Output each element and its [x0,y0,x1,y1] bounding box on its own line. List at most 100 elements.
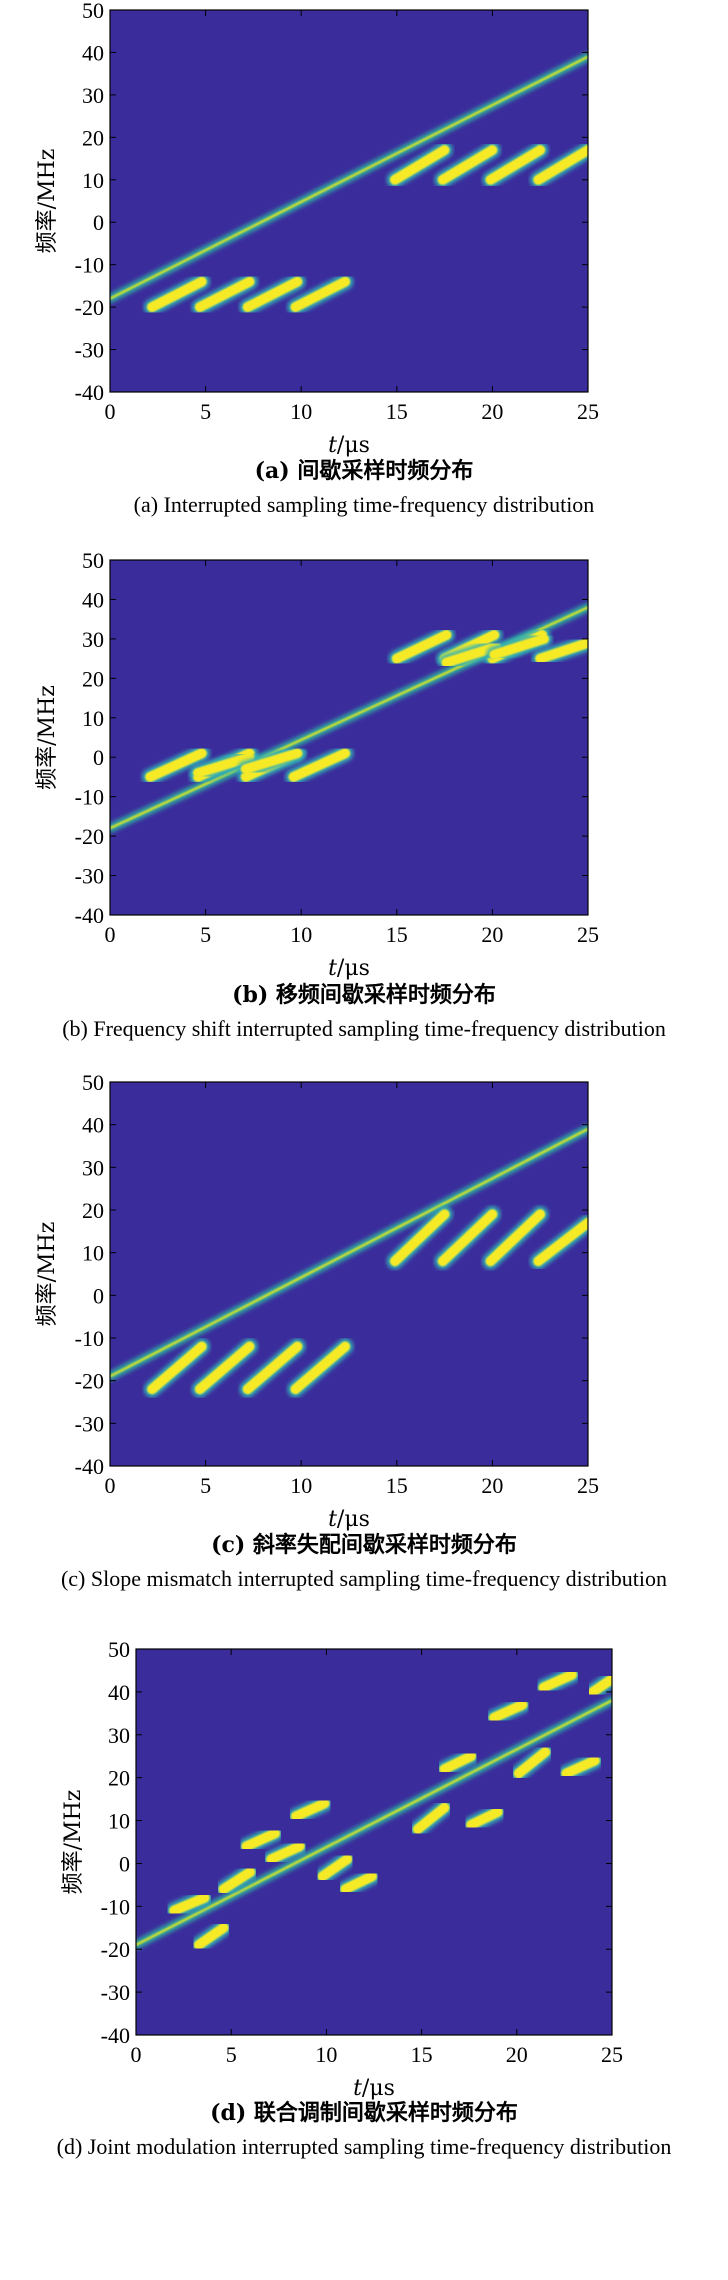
reference-chirp-line [110,1124,588,1381]
plot-area [110,560,588,915]
y-axis-title: 频率/MHz [61,1790,86,1895]
jamming-segment-6 [287,1795,333,1825]
y-tick-label: -30 [75,864,104,889]
plot-content [110,602,588,833]
y-axis-title: 频率/MHz [35,149,60,254]
x-tick-label: 0 [131,2042,142,2067]
x-tick-label: 15 [386,1473,408,1498]
panel-b: 0 5 10 15 20 25 -40 -30 -20 -10 0 10 20 30 40 50 t/μs 频率/… [35,548,666,1041]
x-tick-label: 5 [200,1473,211,1498]
jamming-segment-1 [144,1338,210,1398]
figure-panels: 0 5 10 15 20 25-40-30-20-1001020304050t/μs频率/… [35,0,671,2159]
caption-english: (c) Slope mismatch interrupted sampling … [61,1566,667,1591]
jamming-segment-12 [485,1696,531,1726]
x-tick-label: 15 [386,399,408,424]
x-tick-label: 5 [200,399,211,424]
caption-english: (b) Frequency shift interrupted sampling… [62,1016,666,1041]
caption-english: (d) Joint modulation interrupted samplin… [57,2134,672,2159]
x-tick-label: 5 [200,922,211,947]
y-tick-label: 40 [82,587,104,612]
plot-area [110,10,588,392]
jamming-segment-6 [434,142,501,188]
reference-chirp-line [136,1695,612,1950]
x-tick-label: 25 [601,2042,623,2067]
x-axis-title: t/μs [328,956,370,981]
y-tick-label: -40 [101,2023,130,2048]
y-tick-label: 30 [82,83,104,108]
x-tick-label: 15 [411,2042,433,2067]
jamming-segment-6 [237,745,306,778]
y-tick-label: 20 [82,666,104,691]
plot-frame [109,1081,589,1467]
y-tick-label: 30 [108,1723,130,1748]
x-tick-label: 25 [577,399,599,424]
jamming-segment-5 [386,142,453,188]
jamming-segment-4 [287,1338,354,1398]
y-tick-label: 20 [108,1766,130,1791]
y-tick-label: -40 [75,1454,104,1479]
y-tick-label: 20 [82,1198,104,1223]
y-tick-label: 10 [82,706,104,731]
jamming-segment-6 [434,1206,501,1270]
reference-chirp-line [110,52,588,304]
jamming-segment-4 [238,1825,283,1855]
jamming-segment-8 [530,142,588,188]
jamming-segment-8 [530,1214,588,1270]
caption-chinese: (b) 移频间歇采样时频分布 [232,982,496,1008]
jamming-segment-10 [436,1748,480,1778]
jamming-segment-2 [190,1919,232,1953]
x-axis-variable: t [353,2076,362,2101]
x-tick-label: 20 [481,1473,503,1498]
jamming-segment-7 [314,1851,356,1885]
jamming-segment-14 [535,1666,581,1696]
jamming-segment-16 [584,1671,612,1700]
y-tick-label: 40 [108,1680,130,1705]
jamming-segment-7 [482,142,549,188]
jamming-segment-11 [463,1803,506,1833]
y-tick-label: -10 [101,1894,130,1919]
y-tick-label: -40 [75,903,104,928]
jamming-segment-13 [510,1743,554,1782]
caption-chinese: (d) 联合调制间歇采样时频分布 [210,2100,518,2126]
jamming-segment-12 [486,630,553,663]
x-tick-label: 10 [290,922,312,947]
y-tick-label: 10 [82,168,104,193]
y-tick-label: 0 [119,1851,130,1876]
y-tick-label: 50 [82,1070,104,1095]
y-tick-label: 10 [82,1241,104,1266]
y-tick-label: -20 [75,295,104,320]
x-axis-variable: t [328,956,337,981]
jamming-segment-5 [263,1838,308,1868]
x-tick-label: 20 [481,399,503,424]
plot-area [110,1082,588,1466]
jamming-segment-9 [409,1799,453,1838]
y-tick-label: 0 [93,1283,104,1308]
x-axis-title: t/μs [328,433,370,458]
panel-d: 0 5 10 15 20 25 -40 -30 -20 -10 0 10 20 30 40 50 t/μs 频率/… [57,1637,672,2159]
x-axis-unit: μs [344,433,370,458]
y-tick-label: -10 [75,1326,104,1351]
jamming-segment-3 [215,1864,259,1898]
y-tick-label: -20 [101,1937,130,1962]
x-tick-label: 10 [290,399,312,424]
y-axis-title: 频率/MHz [35,685,60,790]
jamming-segment-8 [337,1868,381,1898]
plot-content [136,1666,612,1953]
y-tick-label: 30 [82,1155,104,1180]
plot-frame [109,9,589,393]
jamming-segment-5 [386,1206,453,1270]
y-tick-label: 0 [93,210,104,235]
x-tick-label: 25 [577,1473,599,1498]
x-axis-unit: μs [344,956,370,981]
y-tick-label: 10 [108,1809,130,1834]
plot-frame [135,1648,613,2036]
jamming-segment-15 [558,1752,603,1782]
x-tick-label: 15 [386,922,408,947]
y-tick-label: 40 [82,1113,104,1138]
jamming-segment-5 [189,749,258,781]
x-tick-label: 0 [105,922,116,947]
y-tick-label: -30 [101,1980,130,2005]
jamming-segment-4 [287,273,354,316]
jamming-segment-7 [388,626,455,667]
